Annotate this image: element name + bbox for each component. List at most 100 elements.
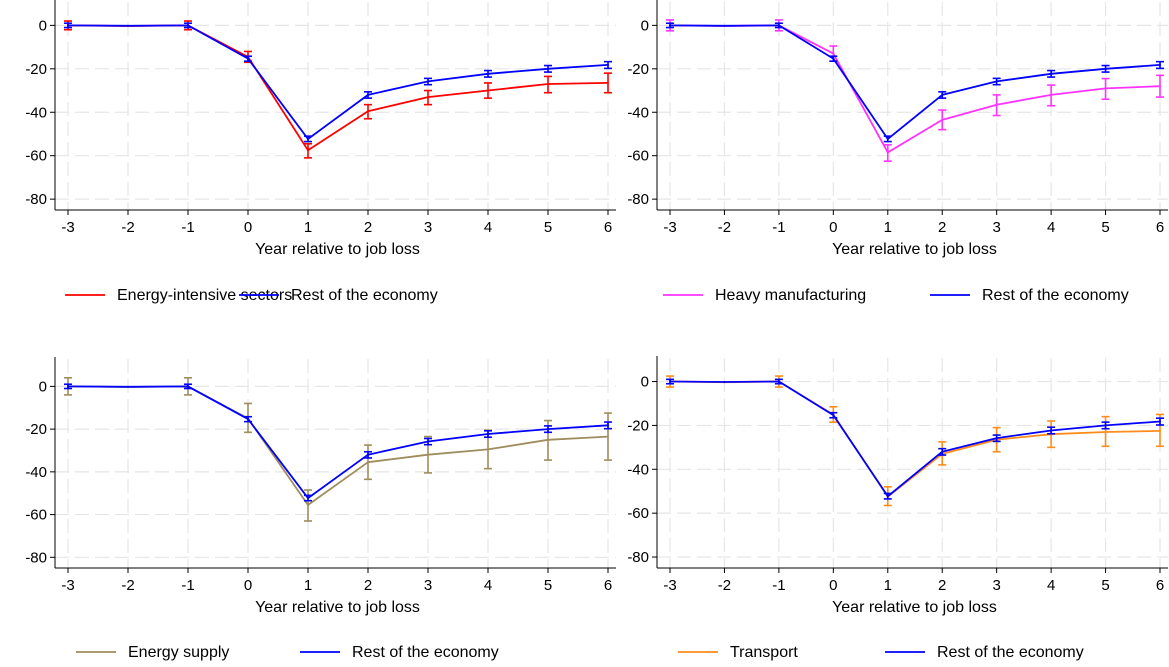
gridlines: [55, 359, 616, 568]
x-tick-label: 4: [484, 577, 492, 594]
x-tick-label: -1: [772, 219, 785, 236]
y-tick-label: 0: [39, 17, 47, 34]
x-tick-label: -2: [121, 219, 134, 236]
data-point: [1050, 429, 1053, 432]
data-point: [1104, 87, 1107, 90]
y-tick-label: -20: [627, 417, 649, 434]
data-point: [941, 450, 944, 453]
y-tick-label: 0: [641, 17, 649, 34]
data-point: [607, 424, 609, 427]
data-point: [886, 151, 889, 154]
x-tick-label: 1: [884, 577, 892, 594]
y-tick-label: -80: [627, 549, 649, 566]
x-tick-label: 6: [604, 577, 612, 594]
legend-label: Heavy manufacturing: [715, 287, 866, 304]
x-tick-label: -3: [663, 577, 676, 594]
data-point: [941, 118, 944, 121]
data-point: [547, 83, 549, 86]
chart-panel-1: 0 -20 -40 -60 -80 -3 -2 -1 0 1 2 3 4 5 6 Year relative …: [25, 0, 616, 304]
data-point: [307, 503, 309, 506]
x-tick-label: 3: [992, 219, 1000, 236]
y-tick-label: -60: [25, 148, 47, 165]
data-point: [67, 385, 69, 388]
x-tick-label: -2: [121, 577, 134, 594]
x-tick-label: -2: [718, 219, 731, 236]
series-1: [666, 375, 1164, 507]
data-point: [127, 24, 129, 27]
x-tick-label: 4: [1047, 219, 1055, 236]
y-tick-label: -20: [25, 421, 47, 438]
data-point: [607, 81, 609, 84]
legend-label: Rest of the economy: [352, 644, 499, 661]
data-point: [247, 57, 249, 60]
data-point: [995, 80, 998, 83]
data-point: [995, 103, 998, 106]
data-point: [723, 24, 726, 27]
data-point: [723, 380, 726, 383]
data-point: [1159, 85, 1161, 88]
data-point: [307, 497, 309, 500]
x-tick-label: 2: [364, 219, 372, 236]
x-tick-label: 5: [544, 219, 552, 236]
x-tick-label: 3: [424, 577, 432, 594]
series-line: [67, 24, 609, 140]
series-line: [669, 380, 1161, 498]
data-point: [886, 137, 889, 140]
x-tick-label: 3: [424, 219, 432, 236]
data-point: [367, 461, 369, 464]
y-tick-label: -60: [627, 148, 649, 165]
x-tick-label: 4: [484, 219, 492, 236]
y-tick-label: -80: [25, 549, 47, 566]
x-tick-label: -1: [181, 577, 194, 594]
series-2: [666, 378, 1164, 500]
series-line: [669, 24, 1161, 154]
y-tick-label: -40: [25, 104, 47, 121]
x-tick-label: -3: [61, 577, 74, 594]
y-tick-label: -40: [627, 104, 649, 121]
x-axis-title: Year relative to job loss: [255, 241, 420, 258]
data-point: [832, 57, 835, 60]
data-point: [187, 24, 189, 27]
chart-panel-2: 0 -20 -40 -60 -80 -3 -2 -1 0 1 2 3 4 5 6 Year relative …: [627, 0, 1168, 304]
x-tick-label: 3: [992, 577, 1000, 594]
data-point: [487, 89, 489, 92]
x-tick-label: 5: [1101, 219, 1109, 236]
x-tick-label: 6: [1156, 219, 1164, 236]
y-tick-label: -20: [627, 61, 649, 78]
x-tick-label: -1: [181, 219, 194, 236]
x-tick-label: 4: [1047, 577, 1055, 594]
y-tick-label: -60: [25, 507, 47, 524]
data-point: [427, 96, 429, 99]
data-point: [487, 72, 489, 75]
series-line: [669, 24, 1161, 140]
y-tick-label: 0: [641, 374, 649, 391]
series-2: [64, 22, 612, 143]
data-point: [941, 93, 944, 96]
x-tick-label: 0: [244, 577, 252, 594]
data-point: [777, 24, 780, 27]
data-point: [1104, 67, 1107, 70]
y-tick-label: -80: [627, 191, 649, 208]
gridlines: [55, 2, 616, 210]
x-tick-label: 0: [829, 577, 837, 594]
legend: Heavy manufacturing Rest of the economy: [663, 287, 1129, 304]
x-tick-label: 2: [364, 577, 372, 594]
chart-panel-4: 0 -20 -40 -60 -80 -3 -2 -1 0 1 2 3 4 5 6 Year relative …: [627, 356, 1168, 661]
data-point: [187, 385, 189, 388]
data-point: [427, 453, 429, 456]
legend-label: Rest of the economy: [291, 287, 438, 304]
data-point: [886, 495, 889, 498]
data-point: [669, 380, 671, 383]
x-tick-label: 1: [304, 219, 312, 236]
gridlines: [657, 2, 1168, 210]
legend-label: Rest of the economy: [937, 644, 1084, 661]
data-point: [307, 149, 309, 152]
data-point: [427, 440, 429, 443]
data-point: [1159, 420, 1161, 423]
data-point: [427, 80, 429, 83]
series-2: [64, 383, 612, 502]
data-point: [1159, 63, 1161, 66]
data-point: [547, 438, 549, 441]
data-point: [832, 52, 835, 55]
